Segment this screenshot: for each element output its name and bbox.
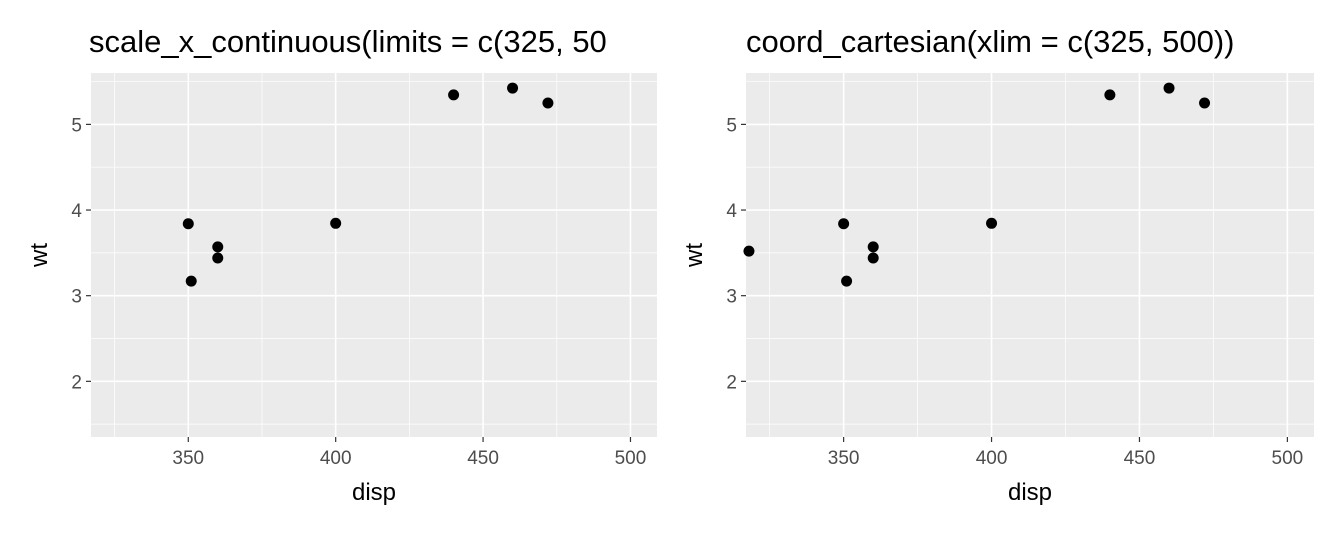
y-tick-label: 4 (71, 201, 82, 222)
data-point (185, 275, 197, 287)
data-point (507, 82, 519, 94)
x-axis-title: disp (352, 479, 396, 506)
y-axis-title: wt (681, 243, 708, 268)
x-axis-title: disp (1008, 479, 1052, 506)
x-tick-label: 500 (615, 448, 647, 469)
x-tick-label: 500 (1272, 448, 1304, 469)
x-tick-label: 450 (467, 448, 499, 469)
x-tick-label: 400 (320, 448, 352, 469)
y-tick-label: 5 (71, 115, 82, 136)
left-panel: 350 400 450 500 2 3 4 5 disp wt (26, 73, 657, 506)
data-point (330, 217, 342, 229)
data-point (867, 241, 879, 253)
data-point (867, 252, 879, 264)
right-panel-background (746, 73, 1314, 437)
right-panel: 350 400 450 500 2 3 4 5 disp wt (681, 73, 1314, 506)
y-tick-label: 5 (726, 115, 737, 136)
data-point (743, 245, 755, 257)
data-point (182, 218, 194, 230)
x-tick-label: 350 (828, 448, 860, 469)
y-tick-label: 4 (726, 201, 737, 222)
data-point (838, 218, 850, 230)
x-tick-label: 350 (172, 448, 204, 469)
y-axis-title: wt (26, 243, 53, 268)
left-panel-title: scale_x_continuous(limits = c(325, 50 (89, 24, 607, 59)
data-point (841, 275, 853, 287)
data-point (542, 97, 554, 109)
data-point (1163, 82, 1175, 94)
data-point (986, 217, 998, 229)
y-tick-label: 2 (71, 372, 82, 393)
data-point (448, 89, 460, 101)
y-tick-label: 3 (726, 287, 737, 308)
y-tick-label: 3 (71, 287, 82, 308)
data-point (1104, 89, 1116, 101)
y-tick-label: 2 (726, 372, 737, 393)
x-tick-label: 400 (976, 448, 1008, 469)
right-panel-title: coord_cartesian(xlim = c(325, 500)) (746, 24, 1235, 59)
data-point (1199, 97, 1211, 109)
data-point (212, 241, 224, 253)
x-tick-label: 450 (1124, 448, 1156, 469)
data-point (212, 252, 224, 264)
left-panel-background (91, 73, 657, 437)
